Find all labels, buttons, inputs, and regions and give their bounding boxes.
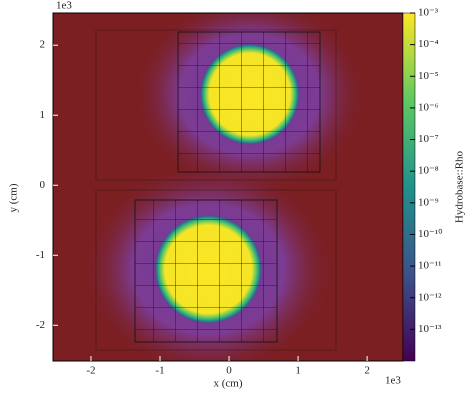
y-tick-label: -2 [36, 319, 45, 331]
amr-grid [95, 29, 337, 351]
y-axis-label: y (cm) [8, 183, 20, 212]
colorbar-tick-label: 10⁻¹⁰ [418, 228, 443, 240]
colorbar-tick-label: 10⁻¹² [418, 291, 442, 303]
y-tick-label: 1 [40, 109, 46, 121]
y-tick-label: 2 [40, 39, 46, 51]
x-tick-label: 0 [226, 365, 232, 377]
colorbar-tick-label: 10⁻¹¹ [418, 260, 441, 272]
colorbar-tick-label: 10⁻⁵ [418, 70, 439, 82]
colorbar-tick-label: 10⁻³ [418, 7, 439, 19]
y-tick-label: -1 [36, 249, 45, 261]
colorbar-tick-label: 10⁻⁶ [418, 101, 439, 113]
y-offset-label: 1e3 [56, 0, 72, 12]
x-tick-label: -2 [86, 365, 95, 377]
colorbar-tick-label: 10⁻⁸ [418, 165, 439, 177]
colorbar-tick-label: 10⁻⁴ [418, 38, 439, 50]
colorbar-tick-label: 10⁻⁹ [418, 196, 439, 208]
x-tick-label: 1 [295, 365, 301, 377]
x-tick-label: -1 [155, 365, 164, 377]
y-tick-label: 0 [40, 179, 46, 191]
x-axis-label: x (cm) [213, 378, 242, 390]
colorbar-label: Hydrobase::Rho [454, 150, 466, 223]
colorbar [402, 12, 416, 362]
colorbar-tick-label: 10⁻⁷ [418, 133, 439, 145]
x-offset-label: 1e3 [385, 375, 401, 387]
colorbar-tick-label: 10⁻¹³ [418, 323, 442, 335]
x-tick-label: 2 [364, 365, 370, 377]
